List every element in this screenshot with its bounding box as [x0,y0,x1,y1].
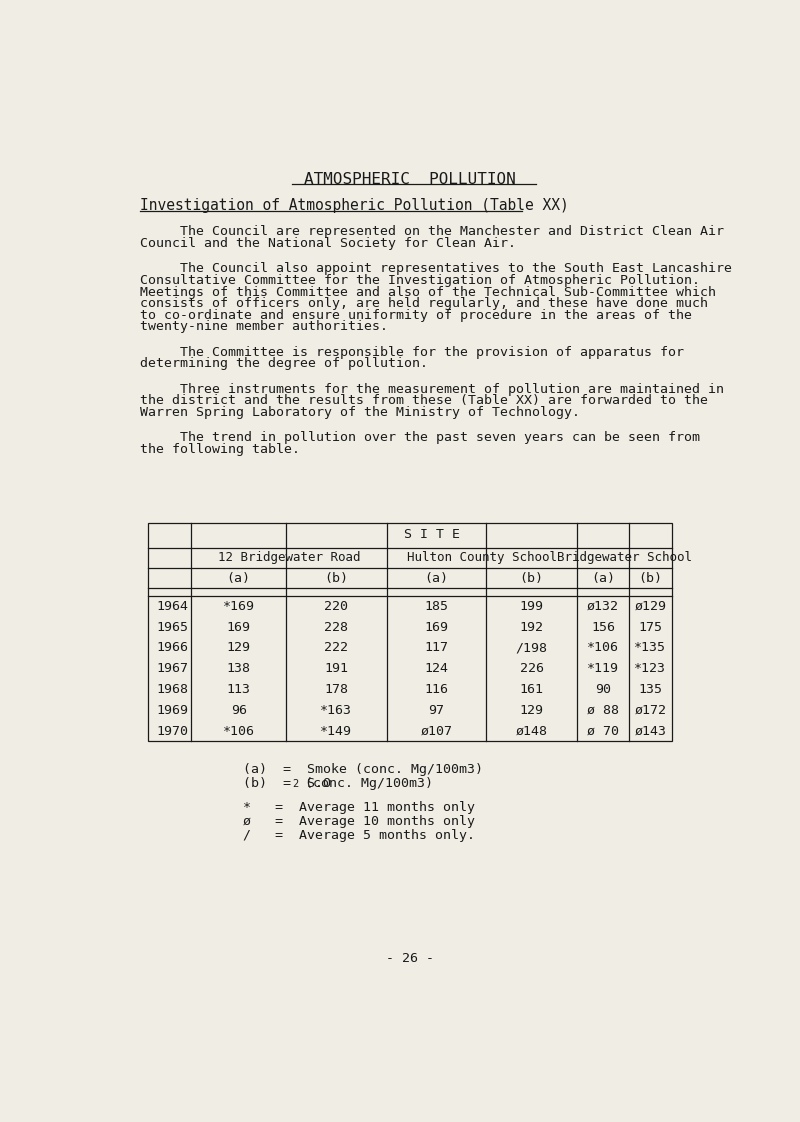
Text: 113: 113 [226,683,250,696]
Text: 191: 191 [324,662,348,675]
Text: the district and the results from these (Table XX) are forwarded to the: the district and the results from these … [140,394,708,407]
Text: 124: 124 [424,662,448,675]
Text: 1964: 1964 [156,600,188,613]
Text: ø129: ø129 [634,600,666,613]
Text: 135: 135 [638,683,662,696]
Text: Investigation of Atmospheric Pollution (Table XX): Investigation of Atmospheric Pollution (… [140,197,569,213]
Text: 185: 185 [424,600,448,613]
Bar [148,524,672,742]
Text: 117: 117 [424,642,448,654]
Text: 226: 226 [520,662,544,675]
Text: *163: *163 [320,703,352,717]
Text: (a): (a) [424,572,448,585]
Text: *169: *169 [222,600,254,613]
Text: - 26 -: - 26 - [386,953,434,965]
Text: ø   =  Average 10 months only: ø = Average 10 months only [243,816,475,828]
Text: The Council also appoint representatives to the South East Lancashire: The Council also appoint representatives… [140,263,732,276]
Text: 169: 169 [226,620,250,634]
Text: *   =  Average 11 months only: * = Average 11 months only [243,801,475,815]
Text: *149: *149 [320,725,352,737]
Text: 1966: 1966 [156,642,188,654]
Text: twenty-nine member authorities.: twenty-nine member authorities. [140,320,388,333]
Text: consists of officers only, are held regularly, and these have done much: consists of officers only, are held regu… [140,297,708,310]
Text: 2: 2 [292,779,298,789]
Text: to co-ordinate and ensure uniformity of procedure in the areas of the: to co-ordinate and ensure uniformity of … [140,309,692,322]
Text: ø148: ø148 [516,725,548,737]
Text: Meetings of this Committee and also of the Technical Sub-Committee which: Meetings of this Committee and also of t… [140,286,716,298]
Text: 96: 96 [230,703,246,717]
Text: The Council are represented on the Manchester and District Clean Air: The Council are represented on the Manch… [140,226,724,239]
Text: (b): (b) [520,572,544,585]
Text: (b): (b) [324,572,348,585]
Text: ø107: ø107 [420,725,452,737]
Text: 220: 220 [324,600,348,613]
Text: the following table.: the following table. [140,443,300,456]
Text: 90: 90 [595,683,611,696]
Text: 97: 97 [428,703,444,717]
Text: *106: *106 [587,642,619,654]
Text: 12 Bridgewater Road: 12 Bridgewater Road [218,551,360,564]
Text: 138: 138 [226,662,250,675]
Text: 156: 156 [591,620,615,634]
Text: 169: 169 [424,620,448,634]
Text: 1970: 1970 [156,725,188,737]
Text: ø132: ø132 [587,600,619,613]
Text: 1969: 1969 [156,703,188,717]
Text: Three instruments for the measurement of pollution are maintained in: Three instruments for the measurement of… [140,383,724,396]
Text: Council and the National Society for Clean Air.: Council and the National Society for Cle… [140,237,516,250]
Text: Consultative Committee for the Investigation of Atmospheric Pollution.: Consultative Committee for the Investiga… [140,274,700,287]
Text: 1968: 1968 [156,683,188,696]
Text: (a)  =  Smoke (conc. Mg/100m3): (a) = Smoke (conc. Mg/100m3) [243,763,483,776]
Text: 129: 129 [520,703,544,717]
Text: 199: 199 [520,600,544,613]
Text: *135: *135 [634,642,666,654]
Text: Bridgewater School: Bridgewater School [557,551,692,564]
Text: 175: 175 [638,620,662,634]
Text: 1965: 1965 [156,620,188,634]
Text: *119: *119 [587,662,619,675]
Text: (b): (b) [638,572,662,585]
Text: *106: *106 [222,725,254,737]
Text: The trend in pollution over the past seven years can be seen from: The trend in pollution over the past sev… [140,431,700,444]
Text: Hulton County School: Hulton County School [407,551,557,564]
Text: 178: 178 [324,683,348,696]
Text: (conc. Mg/100m3): (conc. Mg/100m3) [297,776,433,790]
Text: ø 88: ø 88 [587,703,619,717]
Text: 192: 192 [520,620,544,634]
Text: 129: 129 [226,642,250,654]
Text: The Committee is responsible for the provision of apparatus for: The Committee is responsible for the pro… [140,346,684,359]
Text: Warren Spring Laboratory of the Ministry of Technology.: Warren Spring Laboratory of the Ministry… [140,406,580,419]
Text: S I T E: S I T E [404,528,460,541]
Text: (a): (a) [226,572,250,585]
Text: /   =  Average 5 months only.: / = Average 5 months only. [243,829,475,843]
Text: 228: 228 [324,620,348,634]
Text: 161: 161 [520,683,544,696]
Text: /198: /198 [516,642,548,654]
Text: determining the degree of pollution.: determining the degree of pollution. [140,357,428,370]
Text: ATMOSPHERIC  POLLUTION: ATMOSPHERIC POLLUTION [304,172,516,186]
Text: ø143: ø143 [634,725,666,737]
Text: (a): (a) [591,572,615,585]
Text: ø 70: ø 70 [587,725,619,737]
Text: 222: 222 [324,642,348,654]
Text: 1967: 1967 [156,662,188,675]
Text: *123: *123 [634,662,666,675]
Text: ø172: ø172 [634,703,666,717]
Text: 116: 116 [424,683,448,696]
Text: (b)  =  S.O: (b) = S.O [243,776,331,790]
